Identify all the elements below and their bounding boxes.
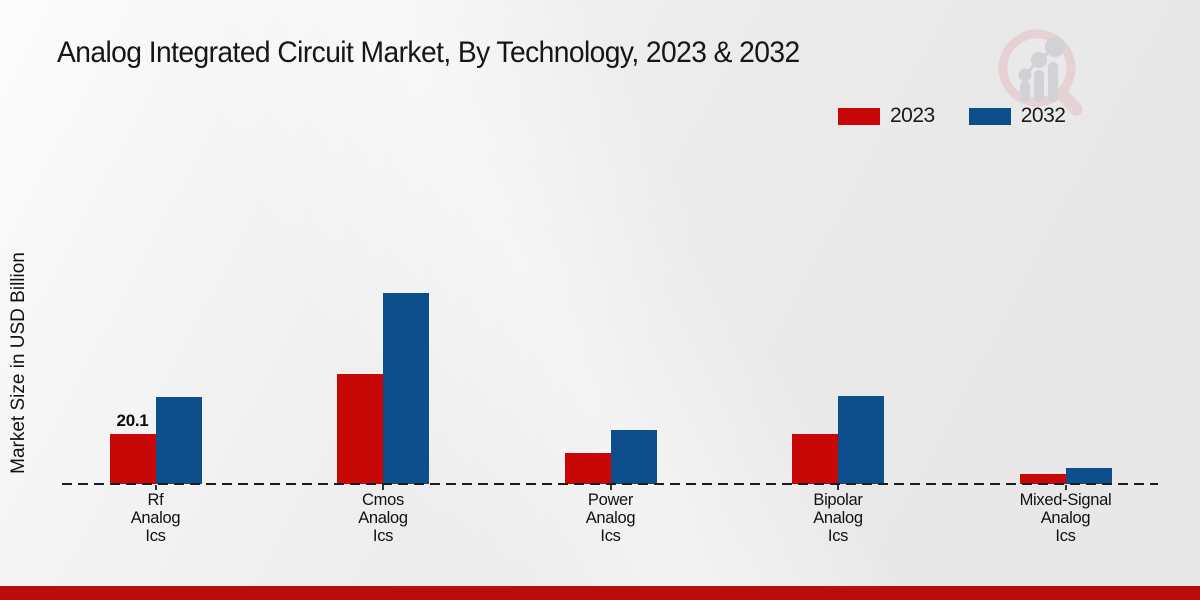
category-label-3: Bipolar Analog Ics xyxy=(813,491,863,545)
legend-swatch-2023 xyxy=(838,107,880,125)
bar-2032-category-1 xyxy=(383,293,429,484)
bar-2023-category-3 xyxy=(792,434,838,484)
bar-2023-category-4 xyxy=(1019,474,1066,484)
legend-label: 2023 xyxy=(890,104,935,127)
bar-2023-category-2 xyxy=(564,453,611,484)
chart-title: Analog Integrated Circuit Market, By Tec… xyxy=(57,36,800,69)
bar-2032-category-4 xyxy=(1065,468,1112,484)
legend-item-2032: 2032 xyxy=(968,104,1066,128)
category-label-4: Mixed-Signal Analog Ics xyxy=(1019,491,1112,545)
legend-item-2023: 2023 xyxy=(838,104,935,128)
category-label-0: Rf Analog Ics xyxy=(130,491,181,545)
bar-value-label: 20.1 xyxy=(116,411,149,430)
footer-accent-bar xyxy=(0,586,1200,600)
legend-swatch-2032 xyxy=(968,107,1011,125)
x-axis-tick xyxy=(609,485,612,490)
bar-2032-category-2 xyxy=(610,430,657,484)
bar-2032-category-3 xyxy=(838,396,884,484)
category-label-2: Power Analog Ics xyxy=(585,491,636,545)
legend-label: 2032 xyxy=(1020,104,1066,127)
x-axis-tick xyxy=(382,485,384,490)
magnifier-bar-chart-logo-watermark xyxy=(998,29,1083,116)
legend: 2023 2032 xyxy=(838,104,1066,128)
category-label-1: Cmos Analog Ics xyxy=(358,491,408,545)
x-axis-tick xyxy=(154,485,157,490)
bar-2032-category-0 xyxy=(155,397,202,484)
bar-2023-category-1 xyxy=(337,374,383,484)
x-axis-baseline xyxy=(62,483,1158,485)
x-axis-tick xyxy=(1064,485,1067,490)
bar-2023-category-0 xyxy=(109,434,156,484)
x-axis-tick xyxy=(837,485,839,490)
